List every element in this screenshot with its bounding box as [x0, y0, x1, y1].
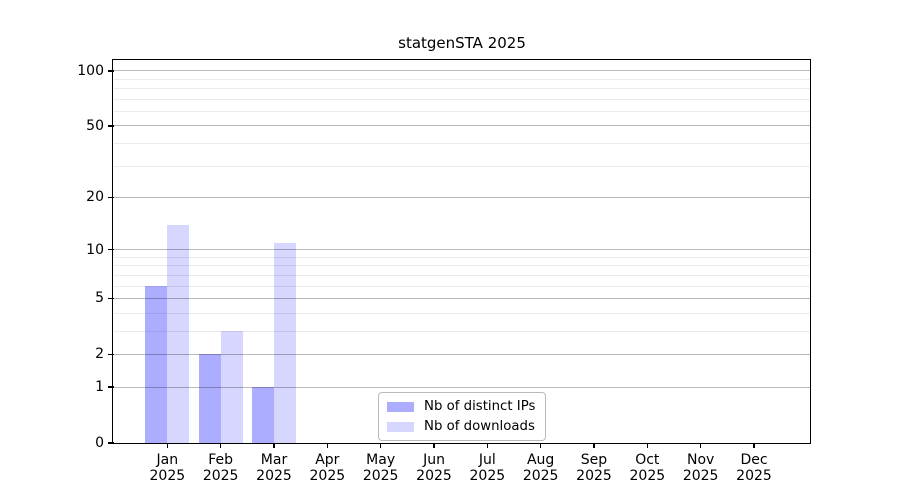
chart-title: statgenSTA 2025 [398, 34, 526, 52]
x-tick-label-jan: Jan 2025 [149, 452, 186, 484]
x-tick [166, 443, 169, 448]
x-tick-label-feb: Feb 2025 [202, 452, 239, 484]
x-tick-label-apr: Apr 2025 [309, 452, 346, 484]
y-tick-label: 1 [95, 379, 104, 396]
x-tick [273, 443, 275, 448]
gridline-minor [114, 78, 810, 80]
gridline-major [114, 70, 810, 72]
legend: Nb of distinct IPs Nb of downloads [378, 392, 547, 441]
gridline-minor [114, 265, 810, 267]
y-tick-label: 50 [86, 117, 104, 134]
y-tick-label: 100 [77, 62, 104, 79]
legend-swatch-downloads [387, 421, 414, 432]
y-tick [108, 248, 114, 251]
bar-distinct-ips-feb [198, 354, 221, 443]
x-tick [326, 443, 329, 448]
legend-entry-distinct-ips: Nb of distinct IPs [387, 399, 535, 414]
y-tick-label: 10 [86, 241, 104, 258]
y-tick [108, 442, 114, 444]
y-tick-label: 20 [86, 189, 104, 206]
gridline-minor [114, 110, 810, 112]
x-tick-label-oct: Oct 2025 [629, 452, 666, 484]
x-tick-label-nov: Nov 2025 [682, 452, 719, 484]
y-tick-label: 2 [95, 346, 104, 363]
gridline-minor [114, 330, 810, 332]
gridline-major [114, 353, 810, 355]
gridline-major [114, 386, 810, 388]
gridline-minor [114, 312, 810, 314]
x-tick [753, 443, 755, 448]
x-tick-label-sep: Sep 2025 [576, 452, 612, 484]
gridline-minor [114, 285, 810, 287]
y-tick-label: 5 [95, 290, 104, 307]
y-tick [108, 297, 114, 300]
gridline-minor [114, 274, 810, 276]
gridline-major [114, 125, 810, 127]
x-tick-label-jul: Jul 2025 [469, 452, 506, 484]
gridline-major [114, 196, 810, 198]
y-tick [108, 69, 114, 72]
gridline-major [114, 249, 810, 251]
plot-area [114, 61, 810, 443]
y-tick [108, 125, 114, 127]
gridline-minor [114, 98, 810, 100]
legend-entry-downloads: Nb of downloads [387, 419, 535, 434]
gridline-minor [114, 88, 810, 90]
x-tick-label-aug: Aug 2025 [522, 452, 559, 484]
bar-downloads-feb [220, 331, 243, 443]
y-tick [108, 353, 114, 356]
y-tick [108, 196, 114, 199]
legend-label-distinct-ips: Nb of distinct IPs [424, 399, 536, 414]
x-tick-label-dec: Dec 2025 [736, 452, 772, 484]
x-tick [593, 443, 595, 448]
legend-label-downloads: Nb of downloads [424, 419, 535, 434]
y-tick-label: 0 [95, 435, 104, 451]
x-tick-label-jun: Jun 2025 [416, 452, 452, 484]
bar-downloads-jan [167, 224, 190, 443]
gridline-minor [114, 142, 810, 144]
x-tick-label-mar: Mar 2025 [256, 452, 292, 484]
bar-distinct-ips-mar [252, 387, 274, 443]
x-tick [646, 443, 649, 448]
x-tick [486, 443, 489, 448]
bar-downloads-mar [274, 242, 296, 443]
x-tick [539, 443, 542, 448]
x-tick [379, 443, 382, 448]
x-tick [433, 443, 435, 448]
x-tick-label-may: May 2025 [362, 452, 399, 484]
x-tick [699, 443, 702, 448]
gridline-minor [114, 256, 810, 258]
bar-distinct-ips-jan [145, 286, 168, 443]
gridline-minor [114, 165, 810, 167]
legend-swatch-distinct-ips [387, 401, 414, 412]
x-tick [219, 443, 222, 448]
gridline-major [114, 297, 810, 299]
y-tick [108, 386, 114, 388]
